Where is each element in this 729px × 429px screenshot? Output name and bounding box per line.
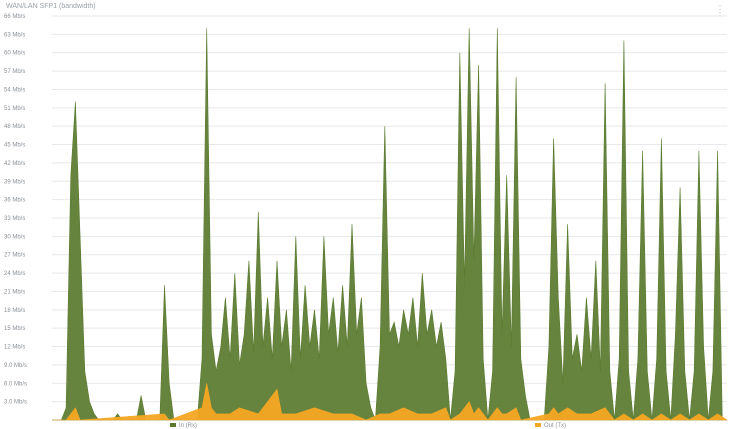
chart-title: WAN/LAN SFP1 (bandwidth) [6,3,96,10]
y-tick-label: 39 Mb/s [4,179,25,185]
y-tick-label: 18 Mb/s [4,308,25,314]
vertical-dots-icon[interactable]: ⋮ [715,4,725,14]
y-tick-label: 27 Mb/s [4,253,25,259]
series-area-in [52,28,727,421]
y-tick-label: 48 Mb/s [4,124,25,130]
chart-areas [52,28,729,421]
y-tick-label: 21 Mb/s [4,289,25,295]
y-tick-label: 15 Mb/s [4,326,25,332]
y-tick-label: 24 Mb/s [4,271,25,277]
y-tick-label: 60 Mb/s [4,51,25,57]
y-tick-label: 12 Mb/s [4,345,25,351]
series-area-out [52,383,729,421]
y-tick-label: 45 Mb/s [4,143,25,149]
y-tick-label: 9.0 Mb/s [4,363,27,369]
y-axis-labels: 66 Mb/s 63 Mb/s 60 Mb/s 57 Mb/s 54 Mb/s 51 Mb… [4,14,27,406]
y-tick-label: 36 Mb/s [4,198,25,204]
y-tick-label: 6.0 Mb/s [4,381,27,387]
legend-swatch [170,423,176,427]
legend-label[interactable]: Out (Tx) [544,423,566,429]
y-tick-label: 66 Mb/s [4,14,25,20]
y-tick-label: 30 Mb/s [4,234,25,240]
chart-legend: In (Rx) Out (Tx) [170,423,566,429]
y-tick-label: 3.0 Mb/s [4,400,27,406]
y-tick-label: 33 Mb/s [4,216,25,222]
y-tick-label: 51 Mb/s [4,106,25,112]
y-tick-label: 42 Mb/s [4,161,25,167]
legend-label[interactable]: In (Rx) [179,423,197,429]
y-tick-label: 57 Mb/s [4,69,25,75]
y-tick-label: 63 Mb/s [4,32,25,38]
y-tick-label: 54 Mb/s [4,87,25,93]
legend-swatch [535,423,541,427]
